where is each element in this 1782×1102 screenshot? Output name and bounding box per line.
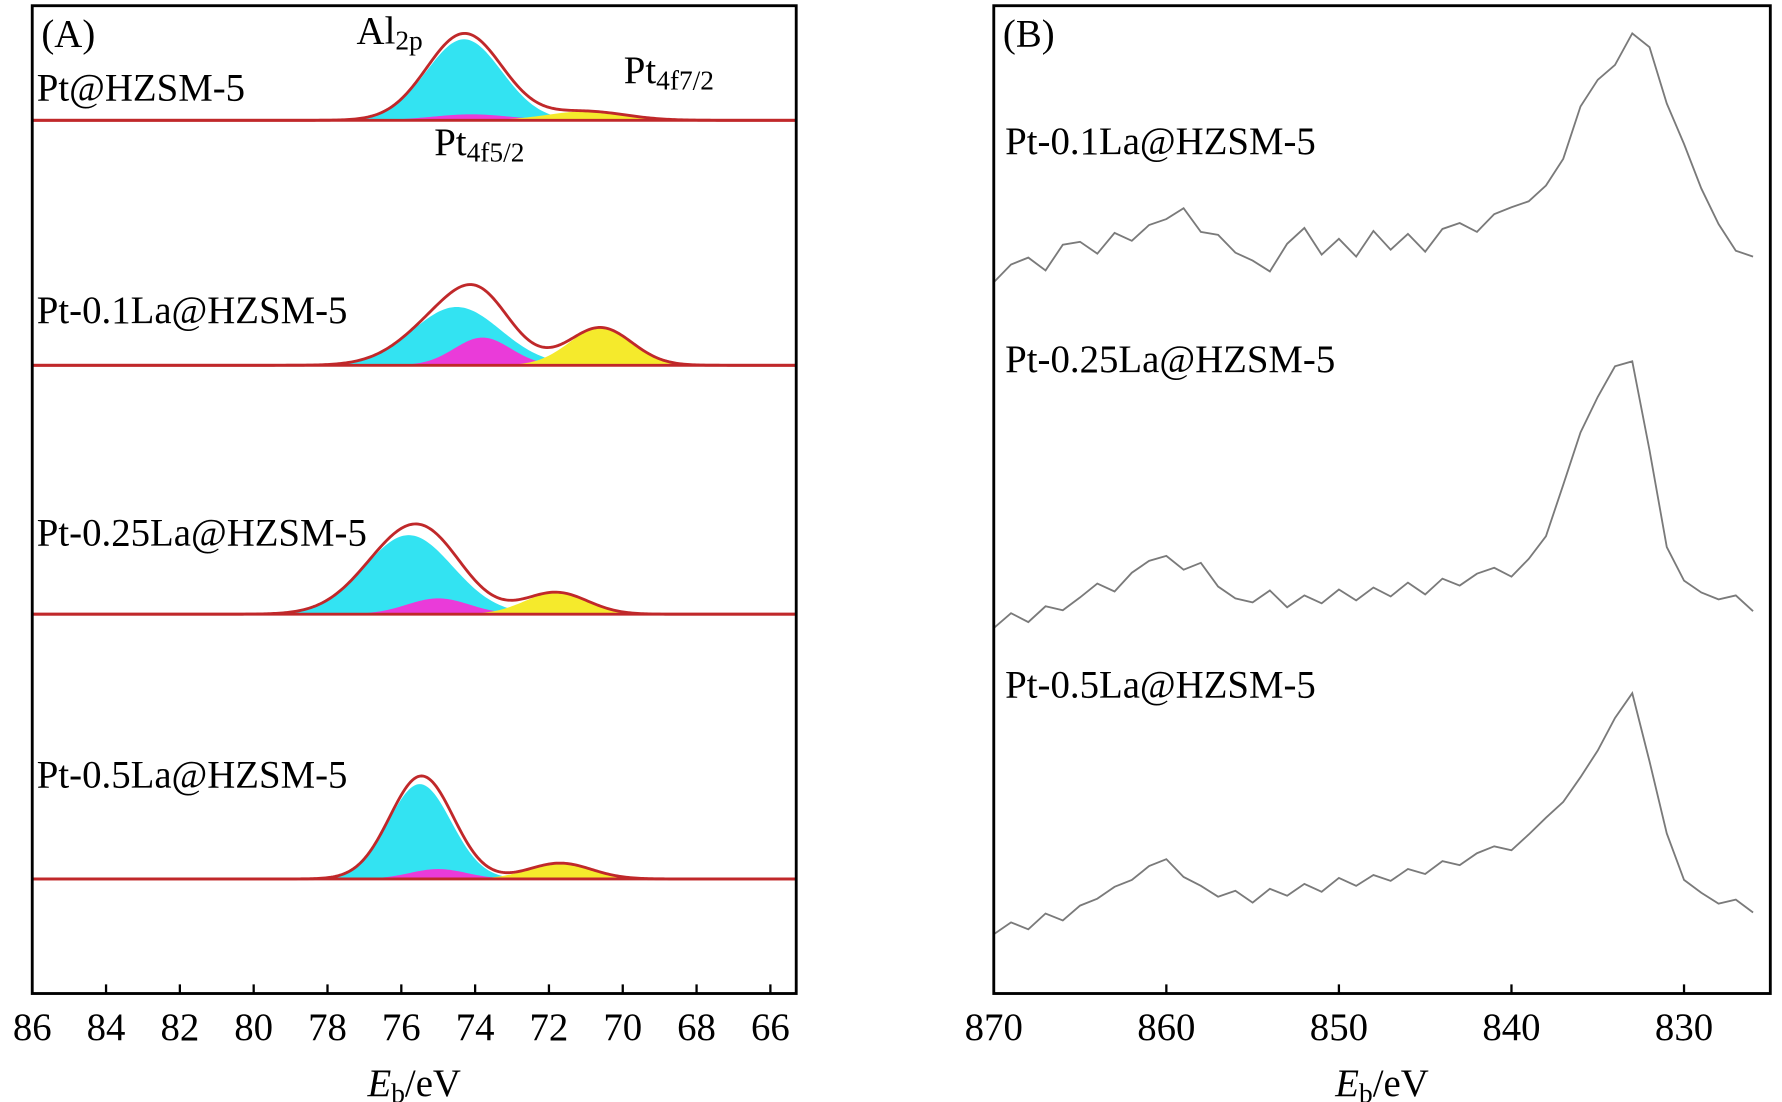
x-tick-label: 86 xyxy=(13,1006,52,1049)
x-tick-label: 72 xyxy=(530,1006,569,1049)
x-tick-label: 76 xyxy=(382,1006,421,1049)
x-tick-label: 78 xyxy=(308,1006,347,1049)
spectrum-line xyxy=(993,31,1754,283)
peak-annotation: Pt4f7/2 xyxy=(624,49,714,96)
x-axis-label-sub: b xyxy=(1359,1079,1373,1102)
panel-label: (A) xyxy=(41,13,95,56)
plot-frame xyxy=(992,4,1772,995)
peak-annotation-main: Pt xyxy=(624,49,657,92)
x-tick-label: 830 xyxy=(1655,1006,1713,1049)
spectrum-line xyxy=(993,691,1754,935)
peak-annotation-main: Al xyxy=(357,9,396,52)
fit-component xyxy=(146,306,767,366)
x-tick-label: 84 xyxy=(87,1006,126,1049)
x-tick-label: 840 xyxy=(1482,1006,1540,1049)
peak-annotation-sub: 4f5/2 xyxy=(467,138,525,168)
fit-component xyxy=(216,598,660,615)
x-tick-label: 74 xyxy=(456,1006,495,1049)
fit-envelope xyxy=(32,774,797,881)
fit-component xyxy=(194,114,749,121)
x-tick-label: 66 xyxy=(751,1006,790,1049)
x-axis-label-unit: /eV xyxy=(1373,1062,1429,1102)
fit-component xyxy=(334,592,778,615)
fit-component xyxy=(238,869,638,879)
peak-annotation-main: Pt xyxy=(434,121,467,164)
fit-component xyxy=(379,327,797,366)
fit-component xyxy=(338,863,782,879)
x-tick-label: 860 xyxy=(1137,1006,1195,1049)
panel-label: (B) xyxy=(1003,13,1055,56)
x-axis-label-sub: b xyxy=(391,1079,405,1102)
fit-envelope xyxy=(32,522,797,616)
fit-component xyxy=(98,535,719,615)
x-tick-label: 68 xyxy=(677,1006,716,1049)
peak-annotation: Pt4f5/2 xyxy=(434,121,524,168)
x-axis-label-unit: /eV xyxy=(405,1062,461,1102)
x-tick-label: 850 xyxy=(1310,1006,1368,1049)
x-tick-label: 70 xyxy=(603,1006,642,1049)
x-axis-label-symbol: E xyxy=(1334,1062,1359,1102)
fit-component xyxy=(198,39,730,121)
peak-annotation: Al2p xyxy=(357,9,423,56)
sample-label: Pt-0.1La@HZSM-5 xyxy=(1005,120,1316,163)
x-axis-label: Eb/eV xyxy=(1334,1062,1428,1102)
fit-envelope xyxy=(32,31,797,122)
sample-label: Pt-0.25La@HZSM-5 xyxy=(37,512,367,555)
x-tick-label: 80 xyxy=(234,1006,273,1049)
plot-frame xyxy=(30,4,798,995)
fit-component xyxy=(283,337,682,366)
fit-component xyxy=(309,111,797,121)
sample-label: Pt@HZSM-5 xyxy=(37,66,245,109)
fit-envelope xyxy=(32,283,797,367)
x-axis-label-symbol: E xyxy=(366,1062,391,1102)
spectrum-line xyxy=(993,360,1754,629)
x-tick-label: 82 xyxy=(160,1006,199,1049)
sample-label: Pt-0.5La@HZSM-5 xyxy=(1005,664,1316,707)
sample-label: Pt-0.25La@HZSM-5 xyxy=(1005,338,1335,381)
peak-annotation-sub: 2p xyxy=(395,26,422,56)
sample-label: Pt-0.5La@HZSM-5 xyxy=(37,754,348,797)
peak-annotation-sub: 4f7/2 xyxy=(656,66,714,96)
x-tick-label: 870 xyxy=(965,1006,1023,1049)
sample-label: Pt-0.1La@HZSM-5 xyxy=(37,289,348,332)
fit-component xyxy=(198,784,642,879)
x-axis-label: Eb/eV xyxy=(366,1062,460,1102)
